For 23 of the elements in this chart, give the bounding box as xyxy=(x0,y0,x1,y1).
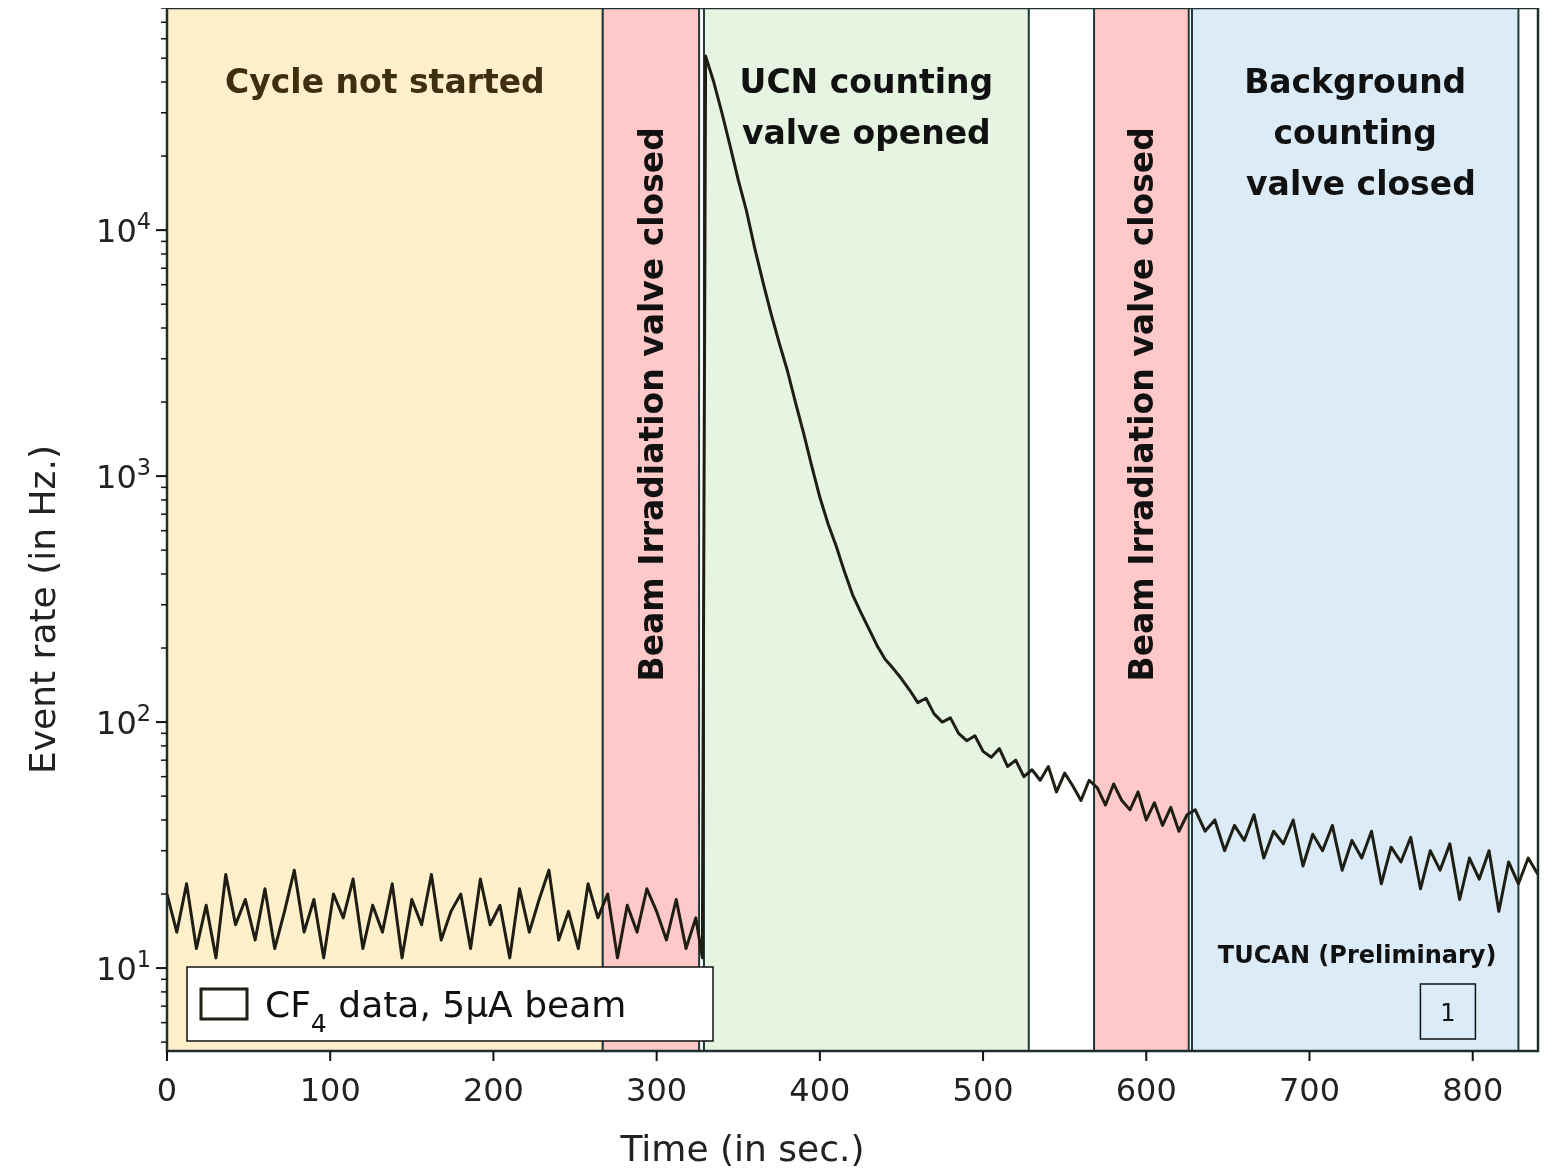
y-axis-title: Event rate (in Hz.) xyxy=(22,445,63,774)
x-tick-label: 200 xyxy=(462,1071,524,1109)
band-label: UCN counting valve opened xyxy=(739,62,994,152)
band-label: Beam Irradiation valve closed xyxy=(631,127,671,682)
annotation: 1 xyxy=(1440,999,1456,1027)
band-label: Beam Irradiation valve closed xyxy=(1122,127,1162,682)
x-tick-label: 300 xyxy=(626,1071,688,1109)
x-tick-label: 700 xyxy=(1278,1071,1341,1109)
y-tick-label: 10$^{3}$ xyxy=(96,454,151,497)
y-tick-label: 10$^{1}$ xyxy=(96,946,151,989)
band-label: Background counting valve closed xyxy=(1234,62,1476,203)
x-axis-title: Time (in sec.) xyxy=(619,1128,865,1169)
annotation: TUCAN (Preliminary) xyxy=(1217,941,1497,969)
y-tick-label: 10$^{2}$ xyxy=(96,700,151,743)
y-tick-label: 10$^{4}$ xyxy=(96,208,151,251)
x-tick-label: 800 xyxy=(1442,1071,1504,1109)
x-tick-label: 500 xyxy=(952,1071,1014,1109)
x-tick-label: 600 xyxy=(1115,1071,1177,1109)
x-tick-label: 100 xyxy=(299,1071,361,1109)
band-label: Cycle not started xyxy=(225,62,545,101)
legend-label: CF$_{4}$ data, 5μA beam xyxy=(265,984,627,1038)
x-tick-label: 0 xyxy=(156,1071,178,1109)
x-tick-label: 400 xyxy=(789,1071,851,1109)
